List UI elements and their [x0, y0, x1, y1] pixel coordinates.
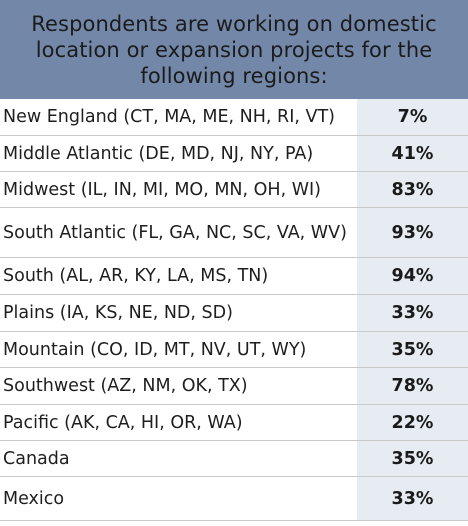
- value-label: 93%: [391, 222, 434, 243]
- value-label: 22%: [391, 412, 434, 433]
- region-label-text: South (AL, AR, KY, LA, MS, TN): [3, 266, 269, 286]
- value-label: 94%: [391, 266, 434, 286]
- value-cell: 93%: [357, 208, 468, 257]
- region-label: Middle Atlantic (DE, MD, NJ, NY, PA): [3, 136, 351, 171]
- region-label-text: New England (CT, MA, ME, NH, RI, VT): [3, 107, 335, 127]
- table-row: New England (CT, MA, ME, NH, RI, VT) 7%: [0, 99, 468, 136]
- value-label: 35%: [391, 339, 434, 360]
- value-cell: 22%: [357, 405, 468, 440]
- region-label: Canada: [3, 441, 351, 476]
- region-label: Mexico: [3, 477, 351, 520]
- region-label: South (AL, AR, KY, LA, MS, TN): [3, 258, 351, 294]
- chart-title: Respondents are working on domestic loca…: [31, 11, 437, 88]
- region-label: Mountain (CO, ID, MT, NV, UT, WY): [3, 332, 351, 367]
- value-cell: 35%: [357, 441, 468, 476]
- table-row: Middle Atlantic (DE, MD, NJ, NY, PA) 41%: [0, 136, 468, 172]
- table-header: Respondents are working on domestic loca…: [0, 0, 468, 99]
- value-cell: 33%: [357, 477, 468, 520]
- region-label: New England (CT, MA, ME, NH, RI, VT): [3, 99, 351, 135]
- value-label: 78%: [391, 376, 434, 396]
- region-label: Southwest (AZ, NM, OK, TX): [3, 368, 351, 404]
- value-cell: 78%: [357, 368, 468, 404]
- table-row: South (AL, AR, KY, LA, MS, TN) 94%: [0, 258, 468, 295]
- table-row: Plains (IA, KS, NE, ND, SD) 33%: [0, 295, 468, 332]
- table-row: Southwest (AZ, NM, OK, TX) 78%: [0, 368, 468, 405]
- value-cell: 35%: [357, 332, 468, 367]
- value-label: 33%: [391, 488, 434, 509]
- region-label: Pacific (AK, CA, HI, OR, WA): [3, 405, 351, 440]
- region-label-text: Midwest (IL, IN, MI, MO, MN, OH, WI): [3, 179, 321, 200]
- value-label: 33%: [391, 303, 434, 323]
- table-row: Mountain (CO, ID, MT, NV, UT, WY) 35%: [0, 332, 468, 368]
- value-label: 7%: [397, 107, 428, 127]
- value-cell: 83%: [357, 172, 468, 207]
- table-row: South Atlantic (FL, GA, NC, SC, VA, WV) 9…: [0, 208, 468, 258]
- region-label: Plains (IA, KS, NE, ND, SD): [3, 295, 351, 331]
- value-label: 35%: [391, 448, 434, 469]
- region-label-text: Mountain (CO, ID, MT, NV, UT, WY): [3, 339, 307, 360]
- region-label-text: Mexico: [3, 488, 65, 509]
- region-label-text: Southwest (AZ, NM, OK, TX): [3, 376, 248, 396]
- region-label-text: Canada: [3, 448, 70, 469]
- value-cell: 7%: [357, 99, 468, 135]
- table-row: Canada 35%: [0, 441, 468, 477]
- region-label-text: South Atlantic (FL, GA, NC, SC, VA, WV): [3, 222, 347, 243]
- value-cell: 94%: [357, 258, 468, 294]
- region-label: Midwest (IL, IN, MI, MO, MN, OH, WI): [3, 172, 351, 207]
- table-row: Midwest (IL, IN, MI, MO, MN, OH, WI) 83%: [0, 172, 468, 208]
- region-label-text: Middle Atlantic (DE, MD, NJ, NY, PA): [3, 143, 314, 164]
- value-cell: 41%: [357, 136, 468, 171]
- value-label: 41%: [391, 143, 434, 164]
- region-label: South Atlantic (FL, GA, NC, SC, VA, WV): [3, 208, 351, 257]
- value-label: 83%: [391, 179, 434, 200]
- table-row: Mexico 33%: [0, 477, 468, 521]
- table-row: Pacific (AK, CA, HI, OR, WA) 22%: [0, 405, 468, 441]
- region-label-text: Pacific (AK, CA, HI, OR, WA): [3, 412, 243, 433]
- value-cell: 33%: [357, 295, 468, 331]
- region-label-text: Plains (IA, KS, NE, ND, SD): [3, 303, 233, 323]
